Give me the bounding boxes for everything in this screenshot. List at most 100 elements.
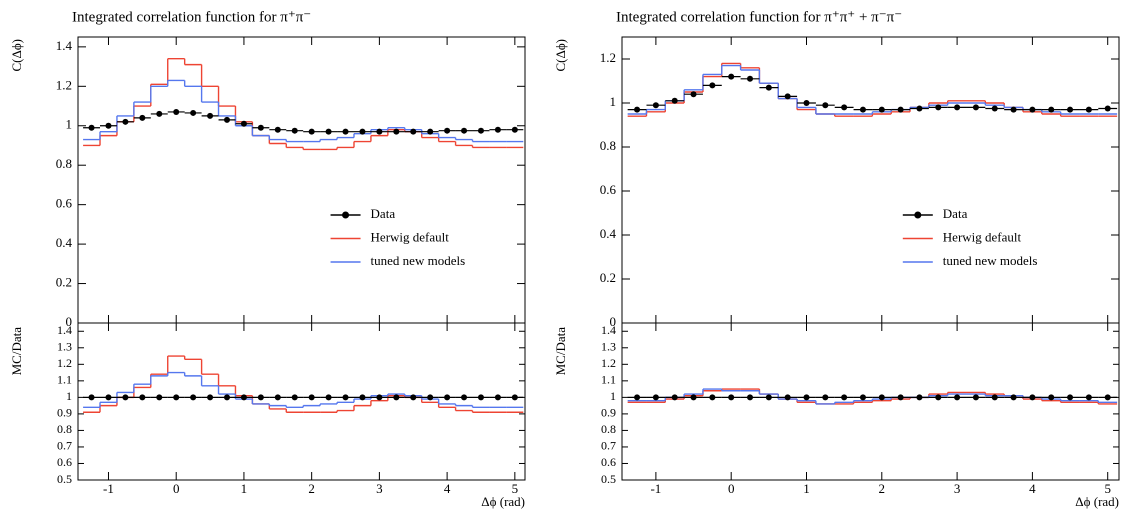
data-point — [274, 394, 281, 401]
data-point — [105, 394, 112, 401]
x-tick-label: 1 — [803, 481, 810, 496]
y-tick-label: 0.6 — [601, 455, 616, 469]
data-point — [156, 110, 163, 117]
legend-label: Data — [943, 206, 968, 221]
data-point — [1085, 106, 1092, 113]
y-tick-label: 1.2 — [600, 50, 616, 65]
data-point — [878, 106, 885, 113]
data-point — [173, 108, 180, 115]
data-point — [139, 114, 146, 121]
x-tick-label: -1 — [103, 481, 114, 496]
data-point — [897, 106, 904, 113]
y-tick-label: 0.4 — [56, 235, 73, 250]
y-tick-label: 1.3 — [57, 340, 72, 354]
data-point — [991, 105, 998, 112]
data-point — [822, 394, 829, 401]
x-axis-label: Δϕ (rad) — [481, 494, 525, 509]
plot-frame — [77, 36, 526, 481]
y-tick-label: 0.6 — [600, 182, 617, 197]
data-point — [359, 394, 366, 401]
data-point — [634, 106, 641, 113]
y-tick-label: 0.4 — [600, 226, 617, 241]
y-tick-label: 1.4 — [57, 323, 72, 337]
y-tick-label: 1.1 — [601, 373, 616, 387]
y-tick-label: 0.5 — [601, 472, 616, 486]
data-point — [122, 118, 129, 125]
data-point — [991, 394, 998, 401]
data-point — [765, 394, 772, 401]
data-point — [954, 394, 961, 401]
data-point — [88, 124, 95, 131]
y-tick-label: 0 — [610, 314, 617, 329]
data-point — [690, 91, 697, 98]
y-axis-label: C(Δϕ) — [553, 39, 568, 72]
data-point — [122, 394, 129, 401]
data-point — [634, 394, 641, 401]
chart-title: Integrated correlation function for π⁺π⁺… — [616, 9, 902, 25]
data-point — [257, 394, 264, 401]
data-point — [156, 394, 163, 401]
data-point — [274, 126, 281, 133]
data-point — [972, 104, 979, 111]
x-axis-label: Δϕ (rad) — [1075, 494, 1119, 509]
data-point — [954, 104, 961, 111]
data-point — [1104, 105, 1111, 112]
y-tick-label: 0.6 — [56, 196, 73, 211]
x-tick-label: 5 — [1104, 481, 1111, 496]
data-point — [325, 128, 332, 135]
y-axis-label: MC/Data — [553, 327, 568, 376]
data-point — [359, 128, 366, 135]
data-point — [477, 394, 484, 401]
data-point — [105, 122, 112, 129]
data-point — [1085, 394, 1092, 401]
y-axis-label: C(Δϕ) — [9, 39, 24, 72]
legend-label: tuned new models — [371, 253, 466, 268]
legend-label: Data — [371, 206, 396, 221]
data-point — [444, 127, 451, 134]
y-tick-label: 1.2 — [57, 356, 72, 370]
x-tick-label: 2 — [308, 481, 315, 496]
x-tick-label: 0 — [728, 481, 735, 496]
data-point — [308, 128, 315, 135]
data-point — [765, 84, 772, 91]
y-tick-label: 1.2 — [56, 77, 72, 92]
data-point — [652, 394, 659, 401]
data-point — [878, 394, 885, 401]
data-point — [190, 109, 197, 116]
y-tick-label: 0.5 — [57, 472, 72, 486]
data-point — [207, 112, 214, 119]
data-point — [511, 394, 518, 401]
y-tick-label: 0.7 — [601, 439, 616, 453]
data-point — [1067, 106, 1074, 113]
data-point — [916, 105, 923, 112]
data-point — [393, 394, 400, 401]
data-point — [671, 97, 678, 104]
data-point — [207, 394, 214, 401]
data-point — [1048, 106, 1055, 113]
x-tick-label: 2 — [879, 481, 886, 496]
y-tick-label: 1.3 — [601, 340, 616, 354]
data-point — [803, 100, 810, 106]
data-point — [841, 104, 848, 111]
data-point — [1029, 106, 1036, 113]
data-point — [709, 82, 716, 89]
y-tick-label: 1 — [66, 117, 73, 132]
data-point — [784, 394, 791, 401]
data-point — [342, 128, 349, 135]
data-point — [477, 127, 484, 134]
data-point — [376, 128, 383, 135]
data-point — [240, 394, 247, 401]
y-tick-label: 0.8 — [57, 422, 72, 436]
data-point — [916, 394, 923, 401]
legend-label: Herwig default — [371, 229, 450, 244]
data-point — [1029, 394, 1036, 401]
data-point — [690, 394, 697, 401]
y-tick-label: 1.4 — [601, 323, 616, 337]
data-point — [1104, 394, 1111, 401]
y-tick-label: 1 — [610, 389, 616, 403]
y-tick-label: 1.1 — [57, 373, 72, 387]
y-tick-label: 0.8 — [56, 156, 72, 171]
data-point — [784, 93, 791, 100]
data-point — [1067, 394, 1074, 401]
x-tick-label: 4 — [1029, 481, 1036, 496]
